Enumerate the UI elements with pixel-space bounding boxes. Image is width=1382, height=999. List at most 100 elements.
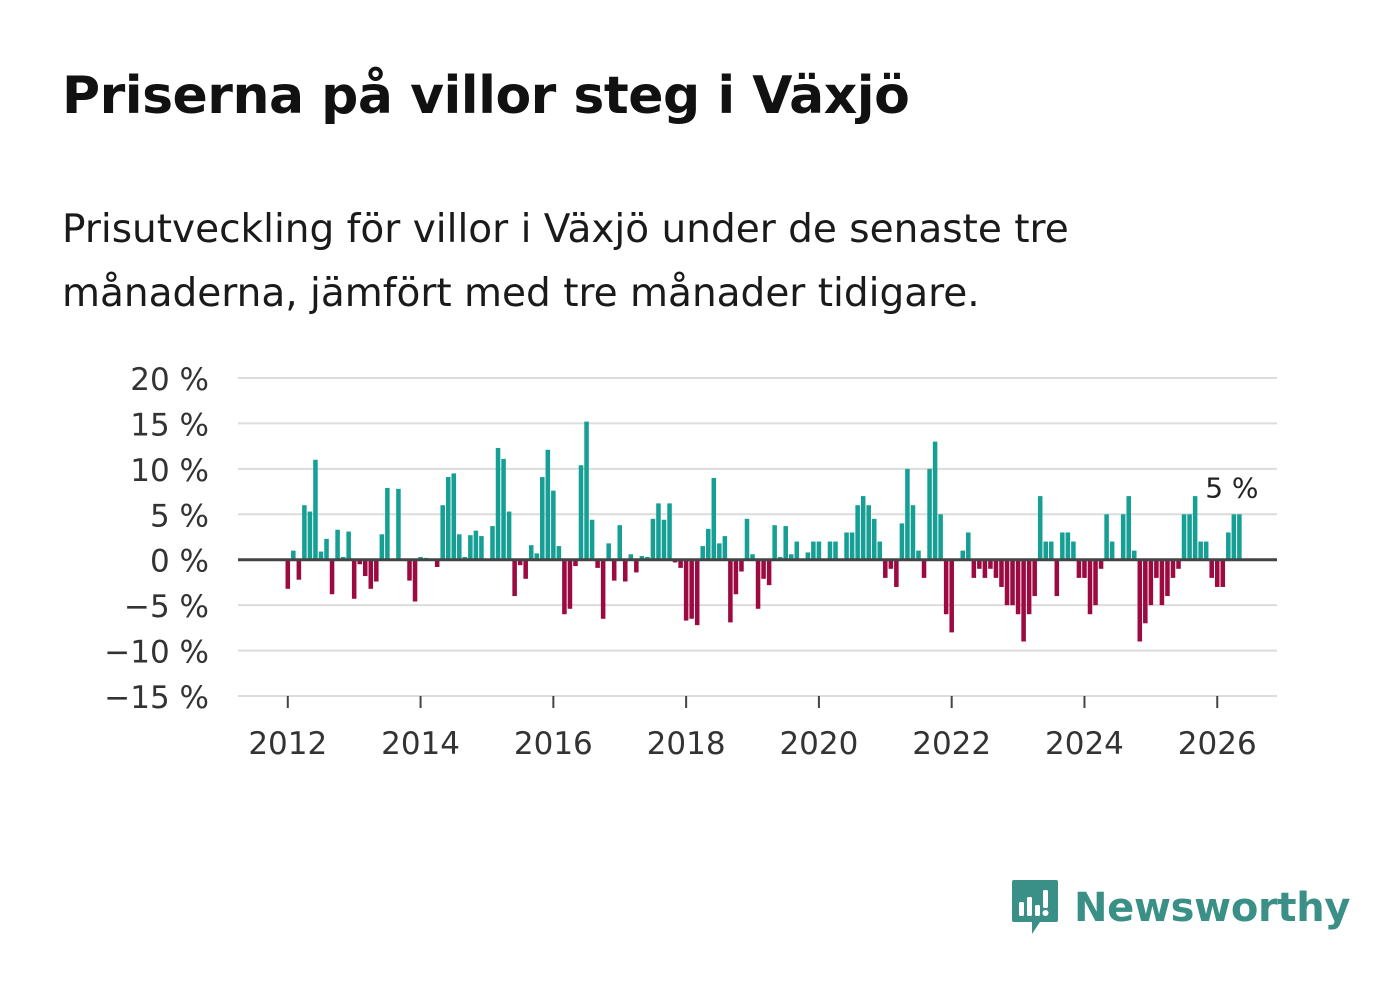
data-bar <box>1143 559 1148 624</box>
data-bar <box>1026 559 1032 615</box>
chart-title: Priserna på villor steg i Växjö <box>62 66 910 126</box>
data-bar <box>302 505 307 560</box>
data-bar <box>385 487 390 560</box>
data-bar <box>1021 559 1026 642</box>
data-bar <box>374 559 379 582</box>
data-bar <box>971 559 977 578</box>
data-bar <box>506 511 512 560</box>
data-bar <box>977 559 982 569</box>
latest-value-annotation: 5 % <box>1205 471 1258 504</box>
data-bar <box>523 559 528 579</box>
data-bar <box>650 518 656 560</box>
data-bar <box>1237 514 1242 560</box>
y-tick-label: 5 % <box>150 498 209 534</box>
data-bar <box>705 528 711 560</box>
data-bar <box>943 559 949 615</box>
newsworthy-logo-icon <box>1012 880 1058 934</box>
data-bar <box>827 541 833 560</box>
data-bar <box>761 559 766 579</box>
chart-subtitle: Prisutveckling för villor i Växjö under … <box>62 207 1069 316</box>
data-bar <box>1181 514 1187 560</box>
data-bar <box>788 554 794 560</box>
data-bar <box>318 551 324 560</box>
data-bar <box>562 559 567 615</box>
data-bar <box>656 503 661 560</box>
data-bar <box>412 559 418 602</box>
data-bar <box>617 525 623 560</box>
data-bar <box>744 518 750 560</box>
data-bar <box>910 505 916 560</box>
bar-chart: 20 % 15 % 10 % 5 % 0 % −5 % −10 % −15 % 2012 2014… <box>104 362 1277 762</box>
data-bar <box>894 559 899 587</box>
data-bar <box>1226 532 1231 560</box>
data-bar <box>285 559 291 589</box>
data-bar <box>783 526 788 560</box>
data-bar <box>1032 559 1037 597</box>
data-bar <box>1071 541 1076 560</box>
data-bar <box>960 550 966 560</box>
data-bar <box>1137 559 1143 642</box>
data-bar <box>1098 559 1104 569</box>
data-bar <box>916 550 921 560</box>
data-bar <box>689 559 694 619</box>
data-bar <box>434 559 440 567</box>
data-bar <box>888 559 894 569</box>
data-bar <box>794 541 800 560</box>
data-bar <box>490 526 495 560</box>
data-bar <box>844 532 849 560</box>
data-bar <box>445 477 451 560</box>
data-bar <box>866 505 871 560</box>
data-bar <box>733 559 739 595</box>
data-bar <box>722 536 728 560</box>
data-bar <box>982 559 988 578</box>
data-bar <box>849 532 855 560</box>
x-tick-label: 2024 <box>1045 726 1124 762</box>
axis-layer: 20 % 15 % 10 % 5 % 0 % −5 % −10 % −15 % 2012 2014… <box>104 362 1277 762</box>
data-bar <box>1203 541 1209 560</box>
y-tick-label: 0 % <box>150 544 209 580</box>
data-bar <box>396 488 401 560</box>
x-tick-label: 2012 <box>248 726 327 762</box>
data-bar <box>1126 496 1131 560</box>
data-bar <box>871 518 877 560</box>
data-bar <box>1087 559 1093 615</box>
data-bar <box>473 530 479 560</box>
data-bar <box>324 538 329 560</box>
data-bar <box>883 559 888 578</box>
data-bar <box>451 473 457 560</box>
data-bar <box>816 541 822 560</box>
data-bar <box>1065 532 1071 560</box>
y-tick-label: −10 % <box>104 635 209 671</box>
data-bar <box>1165 559 1170 597</box>
y-tick-label: 15 % <box>130 407 209 443</box>
data-bar <box>1170 559 1176 578</box>
data-bar <box>683 559 689 621</box>
data-bar <box>351 559 357 599</box>
data-bar <box>545 449 551 560</box>
data-bar <box>1220 559 1226 587</box>
data-bar <box>307 511 313 560</box>
data-bar <box>578 465 584 560</box>
data-bar <box>667 503 672 560</box>
data-bar <box>988 559 993 569</box>
data-bar <box>1109 541 1115 560</box>
bar-layer <box>285 421 1242 642</box>
data-bar <box>534 553 540 560</box>
data-bar <box>1010 559 1015 606</box>
data-bar <box>540 477 545 560</box>
data-bar <box>905 468 910 560</box>
data-bar <box>717 543 722 560</box>
data-bar <box>739 559 744 572</box>
data-bar <box>1192 496 1198 560</box>
data-bar <box>1082 559 1087 578</box>
data-bar <box>611 559 617 581</box>
data-bar <box>921 559 927 578</box>
data-bar <box>1148 559 1154 606</box>
data-bar <box>711 477 717 560</box>
x-tick-label: 2020 <box>779 726 858 762</box>
data-bar <box>567 559 573 609</box>
data-bar <box>1076 559 1082 578</box>
data-bar <box>589 519 595 560</box>
data-bar <box>501 458 506 560</box>
data-bar <box>750 554 755 560</box>
